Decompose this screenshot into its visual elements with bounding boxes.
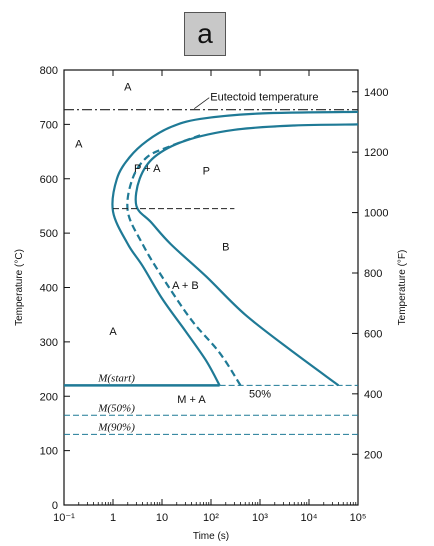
martensite-label: M(50%) [97, 402, 135, 414]
x-tick-label: 10⁵ [350, 512, 367, 524]
region-annotation: 50% [249, 389, 271, 401]
y-left-axis-title: Temperature (°C) [14, 249, 25, 326]
x-axis-title: Time (s) [193, 531, 229, 542]
curve-0 [111, 110, 359, 386]
y-left-tick-label: 400 [40, 283, 58, 295]
x-tick-label: 10 [156, 512, 168, 524]
region-annotation: A + B [172, 280, 199, 292]
y-right-tick-label: 1400 [364, 87, 388, 99]
region-annotation: P [203, 166, 210, 178]
region-annotation: A [124, 81, 132, 93]
curve-2 [134, 123, 359, 387]
martensite-label: M(start) [97, 372, 135, 384]
y-right-tick-label: 1000 [364, 208, 388, 220]
y-left-tick-label: 800 [40, 65, 58, 77]
martensite-label: M(90%) [97, 421, 135, 433]
x-tick-label: 10⁻¹ [53, 512, 75, 524]
region-annotation: B [222, 242, 229, 254]
y-right-tick-label: 600 [364, 328, 382, 340]
y-left-tick-label: 0 [52, 500, 58, 512]
y-left-tick-label: 200 [40, 391, 58, 403]
eutectoid-label: Eutectoid temperature [210, 92, 318, 104]
x-tick-label: 1 [110, 512, 116, 524]
region-annotation: P + A [134, 163, 161, 175]
curve-1 [126, 134, 242, 386]
x-tick-label: 10⁴ [301, 512, 318, 524]
x-tick-label: 10³ [252, 512, 268, 524]
y-right-tick-label: 1200 [364, 147, 388, 159]
panel-badge: a [184, 12, 226, 56]
y-left-tick-label: 700 [40, 119, 58, 131]
plot-frame [63, 69, 359, 506]
x-tick-label: 10² [203, 512, 219, 524]
region-annotation: A [109, 326, 117, 338]
y-right-axis-title: Temperature (°F) [397, 250, 408, 326]
region-annotation: M + A [177, 394, 206, 406]
y-right-tick-label: 200 [364, 449, 382, 461]
y-right-tick-label: 800 [364, 268, 382, 280]
y-right-tick-label: 400 [364, 389, 382, 401]
y-left-tick-label: 300 [40, 337, 58, 349]
y-left-tick-label: 600 [40, 174, 58, 186]
eutectoid-leader [194, 97, 210, 110]
y-left-tick-label: 500 [40, 228, 58, 240]
y-left-tick-label: 100 [40, 446, 58, 458]
region-annotation: A [75, 138, 83, 150]
